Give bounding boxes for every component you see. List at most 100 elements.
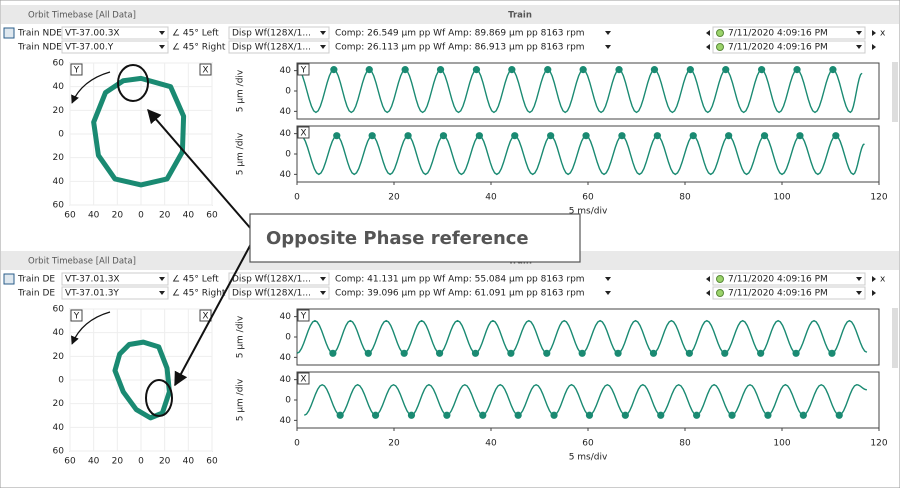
y-tick-label: 0	[285, 87, 291, 97]
x-tick-label: 60	[64, 457, 76, 467]
wave-tag: Y	[300, 66, 307, 76]
tag-box	[70, 63, 83, 76]
keyphasor-dot	[650, 66, 659, 74]
probe-select[interactable]	[61, 26, 169, 40]
y-tick-label: 40	[53, 82, 65, 92]
mode: Disp Wf(128X/1...	[232, 275, 311, 285]
mode-select[interactable]	[228, 272, 330, 286]
orbit-trace	[112, 339, 172, 421]
row-icon[interactable]	[3, 273, 15, 285]
keyphasor-dot	[615, 66, 623, 74]
x-tick-label: 20	[112, 211, 124, 221]
scrollbar	[892, 308, 898, 368]
keyphasor-dot	[618, 132, 626, 140]
orbit-tag: Y	[73, 66, 80, 76]
y-tick-label: 0	[285, 150, 291, 160]
tag-box	[70, 309, 83, 322]
probe-select[interactable]	[61, 272, 169, 286]
timestamp: 7/11/2020 4:09:16 PM	[728, 275, 828, 285]
keyphasor-dot	[514, 411, 522, 419]
callout-box	[249, 213, 581, 263]
status-light	[716, 275, 724, 283]
time-select[interactable]	[712, 286, 866, 300]
close-button[interactable]: x	[880, 29, 886, 39]
time-select[interactable]	[712, 272, 866, 286]
x-axis-label: 5 ms/div	[569, 207, 608, 217]
keyphasor-dot	[728, 411, 736, 419]
highlight-circle	[117, 64, 149, 102]
y-tick-label: 20	[53, 106, 65, 116]
y-tick-label: 40	[53, 423, 65, 433]
x-tick-label: 100	[773, 439, 790, 449]
x-tick-label: 0	[294, 439, 300, 449]
y-axis-label: 5 µm /div	[236, 132, 246, 175]
close-button[interactable]: x	[880, 275, 886, 285]
x-tick-label: 40	[88, 211, 100, 221]
keyphasor-dot	[365, 66, 373, 74]
panel-center-title: Train	[508, 11, 532, 21]
keyphasor-dot	[508, 66, 516, 74]
dropdown-arrow	[159, 31, 165, 35]
dropdown-arrow	[159, 45, 165, 49]
y-tick-label: 40	[280, 107, 292, 117]
dropdown-arrow	[872, 290, 876, 296]
keyphasor-dot	[722, 66, 730, 74]
time-select[interactable]	[712, 40, 866, 54]
dropdown-arrow	[706, 276, 710, 282]
keyphasor-dot	[543, 349, 551, 357]
y-axis-label: 5 µm /div	[236, 69, 246, 112]
x-tick-label: 120	[870, 193, 887, 203]
x-tick-label: 0	[138, 211, 144, 221]
readout: Comp: 39.096 µm pp Wf Amp: 61.091 µm pp …	[335, 289, 585, 299]
wave-tag: Y	[300, 312, 307, 322]
dropdown-arrow	[872, 30, 876, 36]
y-tick-label: 40	[53, 328, 65, 338]
keyphasor-dot	[832, 132, 840, 140]
keyphasor-dot	[579, 66, 587, 74]
probe-select[interactable]	[61, 40, 169, 54]
keyphasor-dot	[796, 132, 804, 140]
y-tick-label: 60	[53, 305, 65, 315]
x-tick-label: 80	[679, 439, 691, 449]
y-tick-label: 40	[280, 66, 292, 76]
time-select[interactable]	[712, 26, 866, 40]
mode-select[interactable]	[228, 40, 330, 54]
mode-select[interactable]	[228, 26, 330, 40]
callout-arrow	[147, 108, 253, 231]
dropdown-arrow	[320, 45, 326, 49]
dropdown-arrow	[856, 45, 862, 49]
orbit-trace	[91, 75, 187, 188]
mode: Disp Wf(128X/1...	[232, 29, 311, 39]
x-tick-label: 60	[206, 457, 218, 467]
wave-tag: X	[300, 129, 306, 139]
y-tick-label: 40	[280, 129, 292, 139]
probe-select[interactable]	[61, 286, 169, 300]
mode-select[interactable]	[228, 286, 330, 300]
x-tick-label: 60	[64, 211, 76, 221]
keyphasor-dot	[792, 349, 800, 357]
tag-box	[199, 63, 212, 76]
y-axis-label: 5 µm /div	[236, 378, 246, 421]
y-tick-label: 40	[280, 416, 292, 426]
mode: Disp Wf(128X/1...	[232, 43, 311, 53]
keyphasor-dot	[582, 132, 590, 140]
timestamp: 7/11/2020 4:09:16 PM	[728, 43, 828, 53]
dropdown-arrow	[605, 45, 611, 49]
row-name: Train NDE	[17, 43, 62, 53]
row-icon[interactable]	[3, 27, 15, 39]
dropdown-arrow	[706, 44, 710, 50]
keyphasor-dot	[578, 349, 586, 357]
keyphasor-dot	[653, 132, 661, 140]
keyphasor-dot	[364, 349, 372, 357]
y-tick-label: 60	[53, 59, 65, 69]
keyphasor-dot	[758, 66, 766, 74]
orbit-tag: X	[202, 312, 208, 322]
rotation-arrow	[71, 71, 111, 104]
y-tick-label: 0	[285, 396, 291, 406]
keyphasor-dot	[439, 132, 448, 140]
x-tick-label: 60	[582, 439, 594, 449]
keyphasor-dot	[400, 349, 408, 357]
x-tick-label: 20	[112, 457, 124, 467]
keyphasor-dot	[686, 66, 694, 74]
